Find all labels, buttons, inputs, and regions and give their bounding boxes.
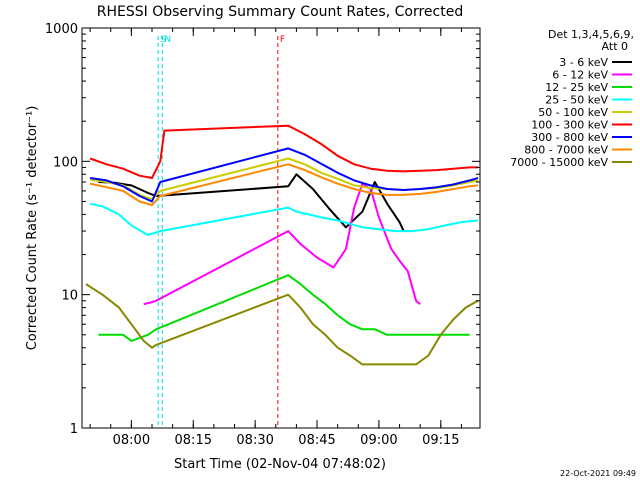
y-tick-label: 1000	[45, 22, 78, 37]
y-tick-label: 100	[53, 155, 78, 170]
legend-label-7: 800 - 7000 keV	[524, 144, 608, 157]
y-axis-label: Corrected Count Rate (s⁻¹ detector⁻¹)	[25, 106, 40, 351]
x-tick-label: 08:45	[298, 433, 335, 448]
legend-header-line-2: Att 0	[602, 40, 628, 53]
x-axis: 08:00 08:15 08:30 08:45 09:00 09:15	[89, 28, 462, 448]
x-tick-label: 08:15	[175, 433, 212, 448]
series-line-8	[85, 283, 479, 366]
legend-label-2: 12 - 25 keV	[545, 81, 608, 94]
y-tick-label: 10	[61, 289, 78, 304]
x-tick-label: 08:00	[113, 433, 150, 448]
timestamp: 22-Oct-2021 09:49	[560, 469, 636, 478]
series-line-2	[98, 274, 470, 342]
marker-label-n: N	[164, 35, 171, 45]
legend-label-4: 50 - 100 keV	[538, 106, 608, 119]
y-tick-label: 1	[70, 422, 78, 437]
chart-title: RHESSI Observing Summary Count Rates, Co…	[97, 4, 463, 20]
series-line-5	[89, 124, 478, 179]
series-line-3	[89, 202, 478, 236]
legend-label-6: 300 - 800 keV	[531, 131, 608, 144]
x-tick-label: 09:00	[360, 433, 397, 448]
legend-label-0: 3 - 6 keV	[559, 56, 608, 69]
y-axis: 1 10 100 1000	[45, 22, 480, 437]
legend-label-1: 6 - 12 keV	[552, 69, 608, 82]
series-line-6	[89, 147, 479, 203]
x-axis-label: Start Time (02-Nov-04 07:48:02)	[174, 457, 386, 472]
series-line-1	[143, 182, 421, 306]
marker-label-f: F	[280, 35, 285, 45]
x-tick-label: 08:30	[236, 433, 273, 448]
series-line-0	[98, 173, 405, 232]
marker-label-s: S	[160, 35, 166, 45]
plot-area: SN F	[85, 35, 479, 428]
plot-frame	[81, 27, 481, 429]
legend-label-3: 25 - 50 keV	[545, 94, 608, 107]
series-line-7	[89, 163, 479, 207]
legend-header-line-1: Det 1,3,4,5,6,9,	[548, 28, 634, 41]
legend-label-8: 7000 - 15000 keV	[510, 156, 608, 169]
x-tick-label: 09:15	[422, 433, 459, 448]
legend-label-5: 100 - 300 keV	[531, 119, 608, 132]
